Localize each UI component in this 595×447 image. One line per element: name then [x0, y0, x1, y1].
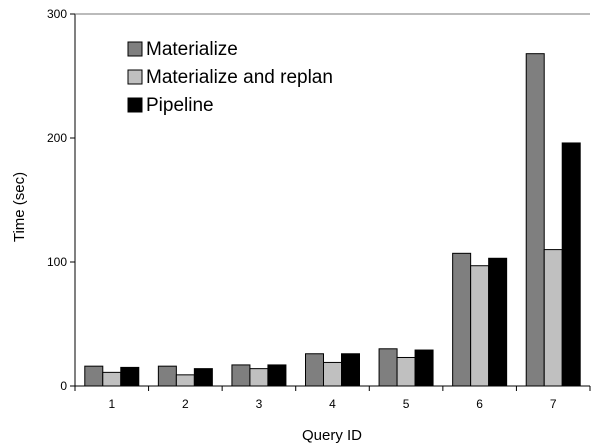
y-tick-label: 0	[60, 379, 67, 393]
bar-pipeline-query-1	[120, 366, 140, 387]
bars	[84, 53, 581, 387]
bar-materialize-query-2	[157, 365, 177, 387]
x-tick-label: 3	[256, 397, 263, 411]
bar-pipeline-query-7	[561, 142, 581, 387]
bar-materialize-and-replan-query-4	[323, 361, 342, 387]
bar-materialize-query-7	[525, 53, 545, 387]
legend-label-pipeline: Pipeline	[146, 95, 214, 116]
x-axis-title: Query ID	[302, 427, 362, 444]
bar-materialize-and-replan-query-3	[249, 368, 269, 387]
y-tick-label: 200	[47, 131, 67, 145]
legend: Materialize Materialize and replan Pipel…	[127, 39, 333, 116]
y-tick-label: 300	[47, 7, 67, 21]
legend-swatch-pipeline	[127, 97, 143, 113]
y-tick-label: 100	[47, 255, 67, 269]
x-tick-label: 1	[108, 397, 115, 411]
legend-swatch-materialize-and-replan	[127, 69, 143, 85]
bar-materialize-and-replan-query-7	[543, 249, 563, 387]
x-tick-label: 5	[403, 397, 410, 411]
bar-materialize-and-replan-query-6	[470, 265, 490, 387]
bar-materialize-query-6	[452, 252, 472, 387]
bar-pipeline-query-2	[193, 368, 213, 387]
bar-pipeline-query-3	[267, 364, 287, 387]
bar-materialize-and-replan-query-5	[396, 356, 416, 387]
bar-materialize-query-3	[231, 364, 251, 387]
bar-materialize-query-5	[378, 348, 398, 387]
bar-pipeline-query-4	[341, 353, 360, 387]
bar-materialize-and-replan-query-2	[175, 374, 195, 387]
legend-label-materialize-and-replan: Materialize and replan	[146, 67, 333, 88]
bar-pipeline-query-5	[414, 349, 434, 387]
x-tick-label: 4	[329, 397, 336, 411]
bar-materialize-query-1	[84, 365, 104, 387]
x-ticks: 1 2 3 4 5 6 7	[74, 386, 591, 411]
x-tick-label: 2	[182, 397, 189, 411]
legend-swatch-materialize	[127, 41, 143, 57]
x-tick-label: 6	[476, 397, 483, 411]
y-axis-title: Time (sec)	[11, 172, 28, 242]
bar-materialize-query-4	[305, 353, 324, 387]
bar-pipeline-query-6	[488, 257, 508, 387]
bar-materialize-and-replan-query-1	[102, 371, 122, 387]
y-ticks: 0 100 200 300	[47, 7, 75, 393]
x-tick-label: 7	[550, 397, 557, 411]
legend-label-materialize: Materialize	[146, 39, 238, 60]
